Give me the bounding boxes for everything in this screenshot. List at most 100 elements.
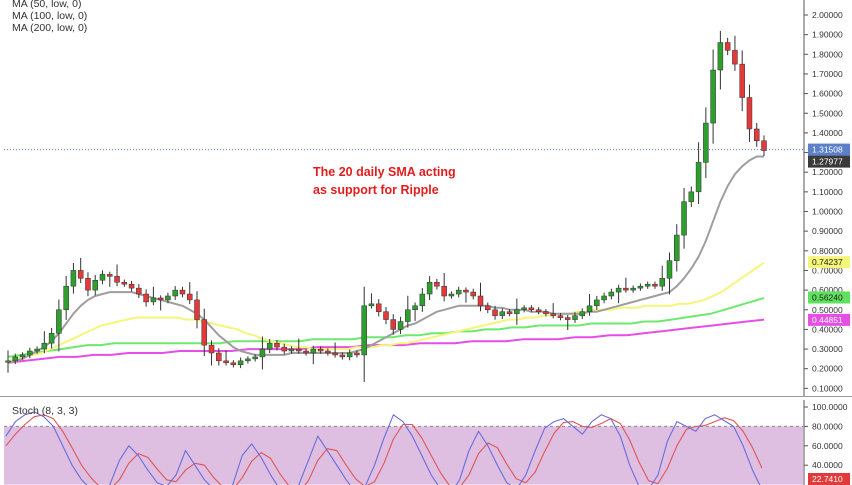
candle (150, 286, 157, 306)
candle (143, 289, 149, 307)
candle-body (99, 274, 106, 281)
price-tick-label: 0.20000 (812, 364, 843, 374)
candle-body (753, 128, 760, 142)
candle (426, 276, 433, 301)
candle-body (157, 297, 164, 301)
candle-body (34, 348, 40, 352)
price-tag-bg (808, 143, 850, 156)
candle (463, 287, 469, 303)
price-tag-value: 0.44851 (812, 315, 843, 325)
candle (310, 345, 317, 365)
candle (157, 295, 164, 311)
candle (674, 224, 680, 272)
candle-body (383, 311, 389, 320)
stoch-tick-label: 100.0000 (812, 402, 848, 412)
candle (245, 356, 251, 364)
candle (77, 257, 84, 284)
price-tick-label: 1.00000 (812, 207, 843, 217)
candle-body (114, 276, 120, 283)
candle-body (107, 274, 113, 277)
candle (34, 346, 40, 354)
candle (208, 340, 215, 366)
candle (114, 264, 120, 287)
candle (317, 346, 324, 354)
candle (405, 295, 411, 328)
candle-body (128, 283, 135, 289)
price-tag-bg (808, 155, 850, 168)
candle-body (230, 362, 237, 366)
candlesticks (5, 30, 767, 382)
candle-body (208, 344, 215, 354)
candle-body (455, 289, 462, 295)
candle (550, 303, 556, 319)
price-tag-bg (808, 291, 850, 304)
price-tick-label: 0.10000 (812, 383, 843, 393)
candle (586, 293, 593, 316)
candle (608, 288, 615, 300)
candle (470, 288, 476, 300)
candle-body (608, 291, 615, 297)
price-tick-label: 1.10000 (812, 187, 843, 197)
candle-body (477, 295, 484, 307)
candle-body (303, 350, 309, 354)
candle (514, 298, 520, 325)
price-tick-label: 0.80000 (812, 246, 843, 256)
candle-body (332, 352, 338, 356)
stoch-tag-bg (808, 473, 850, 485)
candle-body (165, 295, 171, 301)
price-tick-label: 0.90000 (812, 226, 843, 236)
candle-body (354, 352, 360, 356)
candle (216, 348, 222, 366)
candle-body (288, 348, 295, 352)
candle (85, 272, 91, 297)
candle-body (674, 234, 680, 261)
candle-body (27, 350, 33, 356)
candle (434, 278, 440, 290)
candle (630, 285, 636, 293)
candle-body (485, 305, 491, 311)
annotation-line-2: as support for Ripple (313, 183, 439, 197)
candle (121, 279, 128, 287)
candle-body (419, 293, 426, 307)
candle (252, 354, 258, 362)
candle-body (564, 317, 571, 320)
candle (739, 50, 745, 112)
candle-body (346, 352, 353, 358)
candle (56, 299, 62, 352)
candle (695, 142, 702, 205)
candle-body (274, 342, 280, 348)
candle-body (448, 293, 455, 297)
candle-body (681, 201, 687, 236)
candle-body (259, 348, 266, 358)
candle (230, 360, 237, 368)
candle-body (136, 287, 142, 295)
candle-body (223, 360, 229, 364)
candle (732, 35, 738, 71)
candle-body (121, 281, 128, 285)
candle-body (186, 293, 193, 301)
stochastic-panel: 100.0000 80.0000 60.0000 40.0000 (4, 400, 848, 485)
candle (99, 270, 106, 285)
candle-body (746, 97, 753, 130)
candle-body (637, 285, 644, 289)
candle (492, 305, 498, 320)
stoch-k-line (5, 411, 761, 485)
candle (296, 338, 302, 354)
candle (259, 336, 266, 370)
stoch-tag-value: 22.7410 (812, 474, 843, 484)
candle-body (724, 42, 731, 51)
candle-body (179, 289, 186, 295)
price-tag-bg (808, 313, 850, 326)
candle-body (85, 278, 91, 291)
candle (753, 122, 760, 147)
candle-body (56, 309, 62, 334)
stoch-label: Stoch (8, 3, 3) (12, 405, 78, 417)
candle (485, 302, 491, 314)
candle-body (717, 42, 724, 71)
candle (448, 291, 455, 299)
candle-body (688, 191, 695, 202)
candle-body (659, 278, 665, 287)
candle (746, 84, 753, 142)
candle-body (434, 281, 440, 287)
